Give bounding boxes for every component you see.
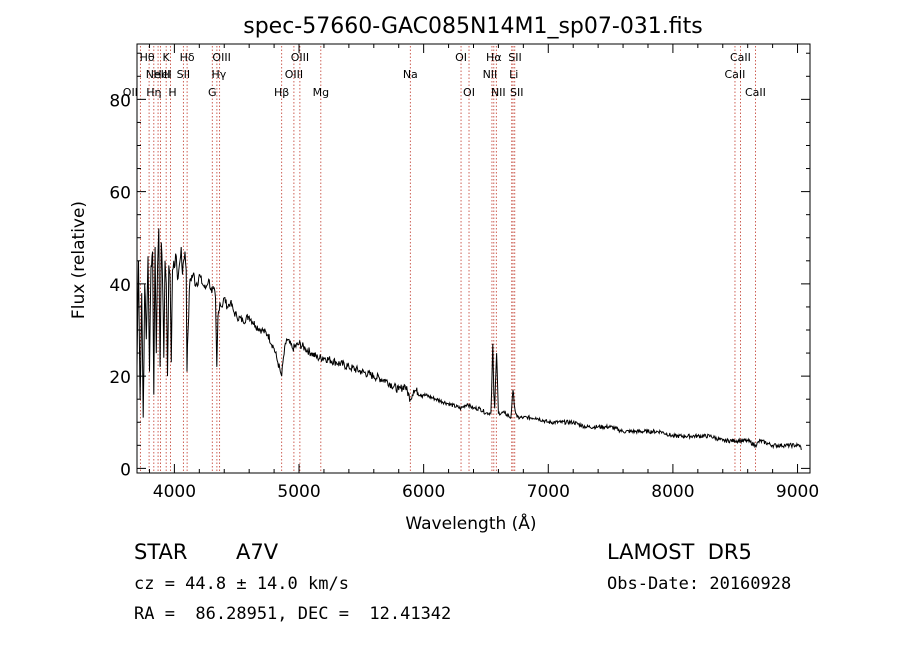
y-tick-label: 20 — [109, 368, 131, 388]
x-tick-label: 4000 — [153, 482, 196, 502]
line-label-li: Li — [509, 68, 518, 81]
x-tick-label: 8000 — [651, 482, 694, 502]
y-axis-label: Flux (relative) — [69, 201, 89, 319]
y-tick-label: 40 — [109, 276, 131, 296]
line-label-g: G — [208, 86, 217, 99]
line-label-hγ: Hγ — [211, 68, 226, 81]
line-label-sii: SII — [177, 68, 190, 81]
x-axis-ticks: 4000 5000 6000 7000 8000 9000 — [148, 44, 819, 502]
object-subclass: A7V — [236, 540, 279, 564]
line-label-caii: CaII — [730, 51, 751, 64]
x-tick-label: 6000 — [402, 482, 445, 502]
line-label-hδ: Hδ — [180, 51, 195, 64]
x-tick-label: 5000 — [277, 482, 320, 502]
y-tick-label: 60 — [109, 184, 131, 204]
line-label-caii: CaII — [725, 68, 746, 81]
line-label-hη: Hη — [146, 86, 161, 99]
line-label-sii: SII — [510, 86, 523, 99]
line-label-mg: Mg — [313, 86, 329, 99]
line-label-oiii: OIII — [285, 68, 303, 81]
line-label-oi: OI — [455, 51, 467, 64]
line-label-hα: Hα — [486, 51, 502, 64]
y-axis-ticks: 0 20 40 60 80 — [109, 52, 810, 480]
line-label-oii: OII — [123, 86, 138, 99]
survey-name: LAMOST DR5 — [607, 540, 752, 564]
observation-date: Obs-Date: 20160928 — [607, 574, 792, 594]
line-label-oi: OI — [463, 86, 475, 99]
spectrum-line — [136, 228, 802, 450]
line-label-hθ: Hθ — [140, 51, 155, 64]
redshift-velocity: cz = 44.8 ± 14.0 km/s — [134, 574, 349, 594]
line-label-caii: CaII — [745, 86, 766, 99]
line-label-hβ: Hβ — [274, 86, 289, 99]
line-label-oiii: OIII — [291, 51, 309, 64]
line-label-neiii: NeIII — [146, 68, 171, 81]
line-label-hei: HeI — [153, 68, 171, 81]
x-axis-label: Wavelength (Å) — [405, 512, 536, 534]
object-class: STAR — [134, 540, 188, 564]
line-label-h: H — [168, 86, 176, 99]
line-label-na: Na — [403, 68, 418, 81]
line-label-sii: SII — [508, 51, 521, 64]
line-label-nii: NII — [483, 68, 498, 81]
y-tick-label: 80 — [109, 91, 131, 111]
x-tick-label: 9000 — [776, 482, 819, 502]
y-tick-label: 0 — [120, 460, 131, 480]
line-label-nii: NII — [491, 86, 506, 99]
ra-dec-coordinates: RA = 86.28951, DEC = 12.41342 — [134, 604, 452, 624]
line-label-oiii: OIII — [212, 51, 230, 64]
line-label-k: K — [163, 51, 171, 64]
chart-title: spec-57660-GAC085N14M1_sp07-031.fits — [243, 14, 703, 39]
x-tick-label: 7000 — [527, 482, 570, 502]
spectral-line-markers — [139, 46, 756, 473]
spectral-line-labels: OIIHθHηNeIIIHeIKHSIIHδGHγOIIIHβOIIIOIIIM… — [123, 51, 766, 99]
